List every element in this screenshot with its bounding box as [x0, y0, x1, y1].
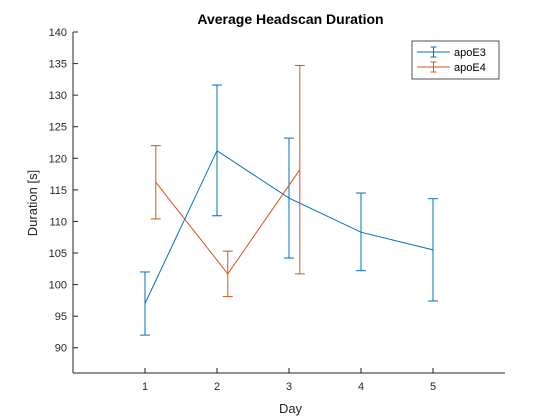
x-tick-label: 4 [358, 381, 364, 393]
y-tick-label: 130 [49, 90, 67, 102]
y-tick-label: 105 [49, 248, 67, 260]
y-tick-label: 135 [49, 59, 67, 71]
x-axis-label: Day [279, 401, 303, 416]
y-tick-label: 95 [55, 311, 67, 323]
series-apoE4 [150, 64, 305, 298]
error-bar [212, 84, 222, 217]
error-bar [150, 145, 161, 220]
y-tick-label: 100 [49, 280, 67, 292]
chart-title: Average Headscan Duration [197, 11, 383, 27]
plot-axes: 90 95 100 105 110 115 120 125 130 135 140 1 2 3 4 5 [49, 27, 505, 393]
error-bar [294, 64, 305, 275]
y-tick-label: 90 [55, 343, 67, 355]
series-apoE3 [140, 84, 438, 336]
error-bar [222, 250, 233, 298]
error-bar [284, 137, 294, 259]
legend-item-apoE4: apoE4 [417, 61, 486, 74]
legend-label: apoE4 [454, 62, 486, 74]
y-tick-label: 120 [49, 153, 67, 165]
y-tick-label: 115 [49, 185, 67, 197]
error-bar [140, 271, 150, 336]
x-tick-label: 1 [142, 381, 148, 393]
legend-box [411, 40, 500, 80]
legend-item-apoE3: apoE3 [417, 46, 486, 59]
y-axis-label: Duration [s] [25, 170, 40, 236]
x-tick-label: 2 [214, 381, 220, 393]
legend: apoE3 apoE4 [411, 40, 500, 80]
series-layer [140, 64, 438, 336]
error-bar [428, 198, 438, 302]
error-bar [356, 192, 366, 272]
x-tick-label: 5 [430, 381, 436, 393]
y-tick-label: 140 [49, 27, 67, 39]
x-tick-label: 3 [286, 381, 292, 393]
legend-label: apoE3 [454, 47, 486, 59]
y-tick-label: 110 [49, 216, 67, 228]
y-tick-label: 125 [49, 122, 67, 134]
